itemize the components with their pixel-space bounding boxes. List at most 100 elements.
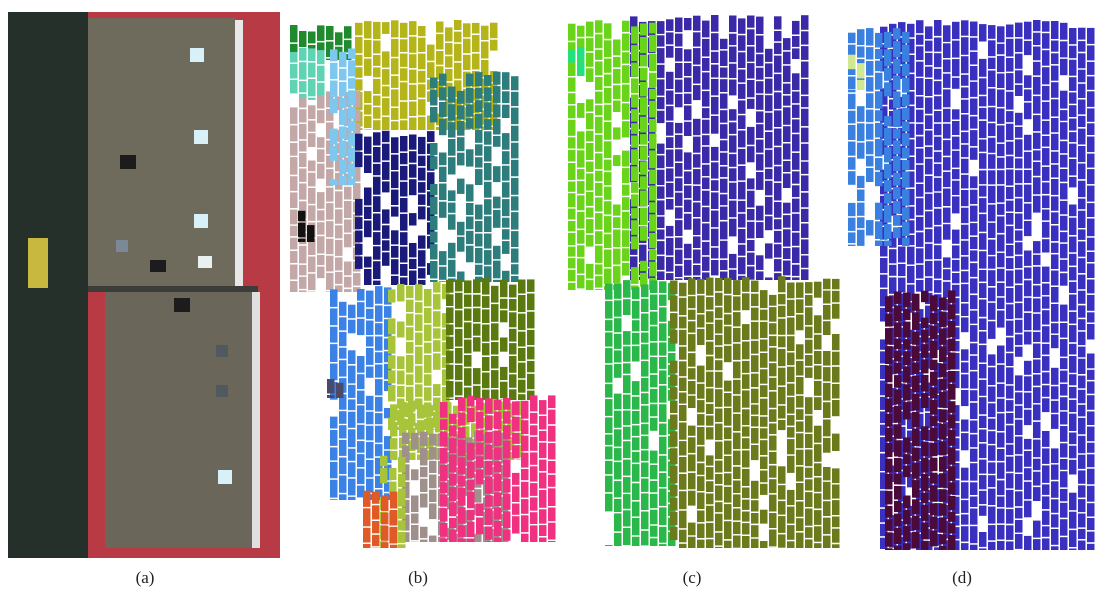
- tile: [697, 427, 705, 445]
- tile: [391, 259, 399, 274]
- tile: [430, 244, 438, 259]
- tile: [778, 368, 786, 386]
- tile: [1087, 469, 1095, 485]
- tile: [1006, 525, 1014, 540]
- tile: [382, 209, 390, 223]
- tile: [500, 382, 508, 399]
- tile: [939, 379, 947, 391]
- tile: [409, 271, 417, 286]
- tile: [733, 536, 741, 548]
- tile: [702, 21, 710, 38]
- tile: [1015, 242, 1023, 254]
- tile: [595, 197, 603, 211]
- tile: [1078, 129, 1086, 145]
- tile: [848, 245, 856, 246]
- tile: [988, 354, 996, 365]
- tile: [308, 98, 316, 100]
- tile: [649, 233, 657, 248]
- tile: [765, 181, 773, 196]
- tile: [512, 417, 520, 432]
- tile: [724, 346, 732, 362]
- tile: [814, 493, 822, 508]
- tile: [548, 475, 556, 487]
- tile: [921, 291, 929, 303]
- tile: [970, 206, 978, 222]
- tile: [1006, 92, 1014, 110]
- tile: [783, 203, 791, 214]
- tile: [979, 251, 987, 268]
- tile: [455, 365, 463, 380]
- tile: [400, 120, 408, 130]
- tile: [317, 95, 325, 108]
- tile: [440, 448, 448, 463]
- tile: [484, 199, 492, 215]
- tile: [1024, 451, 1032, 467]
- tile: [693, 154, 701, 167]
- tile: [521, 469, 529, 480]
- tile: [756, 124, 764, 138]
- tile: [476, 456, 484, 468]
- tile: [720, 94, 728, 109]
- tile: [299, 97, 307, 107]
- tile: [503, 460, 511, 477]
- tile: [348, 449, 356, 461]
- tile: [925, 131, 933, 146]
- tile: [1033, 196, 1041, 213]
- tile: [388, 336, 396, 354]
- tile: [805, 492, 813, 507]
- tile: [455, 348, 463, 364]
- tile: [675, 94, 683, 107]
- tile: [613, 217, 621, 228]
- tile: [530, 466, 538, 481]
- tile: [934, 81, 942, 95]
- tile: [595, 183, 603, 196]
- tile: [988, 138, 996, 153]
- tile: [1078, 146, 1086, 162]
- tile: [997, 158, 1005, 169]
- tile: [539, 538, 547, 543]
- tile: [738, 166, 746, 180]
- tile: [659, 473, 667, 487]
- tile: [1033, 459, 1041, 471]
- tile: [970, 176, 978, 188]
- tile: [605, 332, 613, 346]
- tile: [494, 461, 502, 472]
- tile: [679, 330, 687, 345]
- tile: [631, 26, 639, 43]
- tile: [317, 210, 325, 220]
- tile: [1078, 470, 1086, 483]
- tile: [357, 425, 365, 440]
- tile: [774, 244, 782, 257]
- tile: [697, 384, 705, 399]
- tile: [604, 160, 612, 171]
- tile: [509, 356, 517, 373]
- tile: [299, 265, 307, 276]
- tile: [418, 168, 426, 181]
- tile: [939, 457, 947, 472]
- tile: [801, 109, 809, 126]
- tile: [894, 292, 902, 304]
- tile: [604, 122, 612, 140]
- tile: [484, 119, 492, 130]
- tile: [649, 89, 657, 99]
- tile: [382, 131, 390, 142]
- tile: [715, 474, 723, 484]
- tile: [473, 308, 481, 322]
- tile: [916, 248, 924, 263]
- tile: [857, 143, 865, 159]
- tile: [373, 41, 381, 54]
- tile: [885, 548, 893, 550]
- tile: [586, 113, 594, 129]
- tile: [381, 542, 389, 548]
- tile: [760, 457, 768, 469]
- tile: [1015, 392, 1023, 404]
- tile: [595, 276, 603, 288]
- tile: [308, 105, 316, 119]
- tile: [903, 454, 911, 464]
- tile: [720, 39, 728, 49]
- tile: [494, 474, 502, 491]
- tile: [1033, 332, 1041, 342]
- tile: [970, 403, 978, 419]
- tile: [706, 278, 714, 296]
- tile: [903, 466, 911, 477]
